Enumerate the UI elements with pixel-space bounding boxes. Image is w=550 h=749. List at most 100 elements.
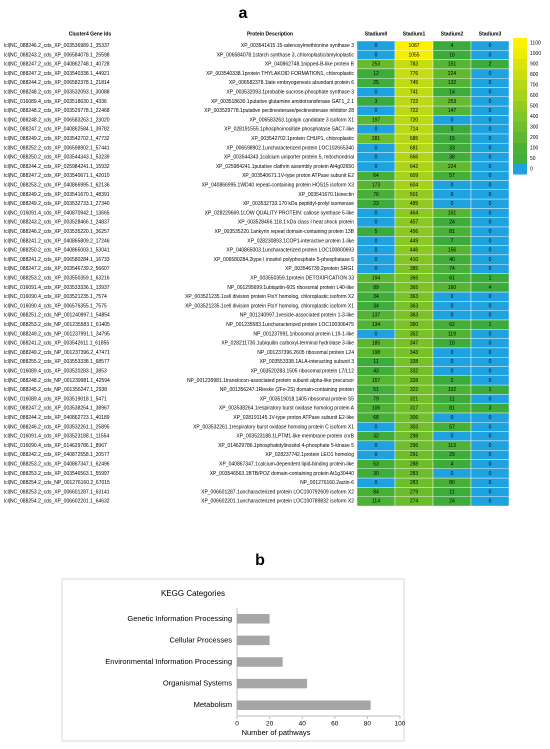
protein-description: XP_003541670.1kinectin bbox=[298, 192, 354, 198]
cell-value: 283 bbox=[410, 471, 419, 477]
protein-description: XP_003538264.1respiratory burst oxidase … bbox=[219, 406, 355, 412]
cell-value: 0 bbox=[451, 350, 454, 356]
gene-id: lcl|NC_088244.2_cds_XP_040862723.1_40189 bbox=[4, 415, 110, 421]
x-tick-label: 40 bbox=[299, 721, 307, 728]
gene-id: lcl|NC_088246.2_cds_XP_003536989.1_35337 bbox=[4, 43, 110, 49]
cell-value: 253 bbox=[448, 99, 457, 105]
protein-description: XP_003535220.1ankyrin repeat domain-cont… bbox=[214, 229, 354, 235]
protein-description: XP_003532733.170 kDa peptidyl-prolyl iso… bbox=[243, 201, 354, 207]
gene-id: lcl|NC_016089.4_cds_XP_003520283.1_3853 bbox=[4, 368, 107, 374]
x-tick-label: 0 bbox=[235, 721, 239, 728]
cell-value: 604 bbox=[410, 182, 419, 188]
cell-value: 1087 bbox=[408, 43, 419, 49]
cell-value: 0 bbox=[375, 89, 378, 95]
gene-id: lcl|NC_088249.2_cds_XP_003532733.1_27340 bbox=[4, 201, 110, 207]
gene-id: lcl|NC_016091.4_cds_XP_003523188.1_11554 bbox=[4, 434, 109, 440]
gene-id: lcl|NC_088249.2_cds_NP_001237396.2_47471 bbox=[4, 350, 110, 356]
cell-value: 253 bbox=[372, 62, 381, 68]
gene-id: lcl|NC_016089.4_cds_XP_003518630.1_4336 bbox=[4, 99, 107, 105]
colorbar-cell bbox=[513, 153, 527, 164]
cell-value: 160 bbox=[448, 285, 457, 291]
cell-value: 29 bbox=[449, 452, 455, 458]
protein-description: XP_003550359.1protein DETOXIFICATION 33 bbox=[250, 275, 354, 281]
gene-id: lcl|NC_088246.2_cds_XP_003535220.1_36257 bbox=[4, 229, 110, 235]
cell-value: 363 bbox=[410, 303, 419, 309]
gene-id: lcl|NC_088241.2_cds_XP_040865809.2_17246 bbox=[4, 238, 110, 244]
cell-value: 0 bbox=[489, 117, 492, 123]
column-header: Stadium1 bbox=[403, 31, 426, 37]
cell-value: 745 bbox=[410, 80, 419, 86]
cell-value: 464 bbox=[410, 210, 419, 216]
gene-id: lcl|NC_088249.2_cds_NP_001237991.1_34795 bbox=[4, 331, 110, 337]
y-tick-label: Metabolism bbox=[194, 700, 232, 709]
cell-value: 81 bbox=[449, 406, 455, 412]
cell-value: 0 bbox=[489, 452, 492, 458]
protein-description: XP_006584078.1starch synthase 3, chlorop… bbox=[217, 52, 355, 58]
chart-title: KEGG Categories bbox=[161, 589, 225, 598]
colorbar-cell bbox=[513, 90, 527, 101]
colorbar-label: 400 bbox=[530, 114, 539, 120]
cell-value: 0 bbox=[375, 480, 378, 486]
cell-value: 363 bbox=[410, 294, 419, 300]
cell-value: 156 bbox=[448, 248, 457, 254]
cell-value: 0 bbox=[375, 257, 378, 263]
gene-id: lcl|NC_088247.2_cds_XP_003538264.1_38967 bbox=[4, 406, 110, 412]
colorbar-label: 100 bbox=[530, 146, 539, 152]
protein-description: XP_003520283.1505 ribosomal protein L7/L… bbox=[251, 368, 355, 374]
cell-value: 0 bbox=[375, 424, 378, 430]
protein-description: XP_003521235.1cell division protein FtsY… bbox=[185, 303, 354, 309]
cell-value: 0 bbox=[375, 52, 378, 58]
gene-id: lcl|NC_088244.2_cds_XP_025984241.1_15932 bbox=[4, 164, 110, 170]
cell-value: 446 bbox=[410, 248, 419, 254]
protein-description: XP_003542702.1protein CHUP1, chloroplast… bbox=[251, 136, 354, 142]
colorbar-label: 200 bbox=[530, 135, 539, 141]
protein-description: XP_006580284.2type I inositol polyphosph… bbox=[214, 257, 355, 263]
cell-value: 283 bbox=[410, 480, 419, 486]
cell-value: 485 bbox=[410, 201, 419, 207]
cell-value: 338 bbox=[410, 359, 419, 365]
cell-value: 40 bbox=[449, 257, 455, 263]
cell-value: 720 bbox=[410, 117, 419, 123]
x-tick-label: 100 bbox=[395, 721, 406, 728]
gene-id: lcl|NC_016090.4_cds_XP_003521235.1_7574 bbox=[4, 294, 107, 300]
cell-value: 0 bbox=[489, 294, 492, 300]
cell-value: 722 bbox=[410, 99, 419, 105]
cell-value: 0 bbox=[489, 378, 492, 384]
gene-id: lcl|NC_088245.2_cds_NP_001356247.1_2938 bbox=[4, 387, 107, 393]
cell-value: 0 bbox=[489, 350, 492, 356]
protein-description: XP_028211730.1ubiquitin carboxyl-termina… bbox=[221, 341, 354, 347]
protein-description: XP_006602201.1uncharacterized protein LO… bbox=[201, 499, 354, 505]
protein-description: XP_003553338.1ALA-interacting subunit 3 bbox=[259, 359, 354, 365]
cell-value: 0 bbox=[375, 164, 378, 170]
cell-value: 274 bbox=[410, 499, 419, 505]
protein-description: XP_014629786.1phosphatidylinositol 4-pho… bbox=[218, 443, 354, 449]
cell-value: 609 bbox=[410, 173, 419, 179]
cell-value: 298 bbox=[410, 434, 419, 440]
cell-value: 0 bbox=[375, 443, 378, 449]
protein-description: XP_028230893.1COP1-interactive protein 1… bbox=[247, 238, 354, 244]
cell-value: 0 bbox=[451, 434, 454, 440]
cell-value: 2 bbox=[451, 378, 454, 384]
cell-value: 198 bbox=[372, 350, 381, 356]
cell-value: 11 bbox=[449, 396, 454, 402]
cell-value: 0 bbox=[489, 238, 492, 244]
cell-value: 157 bbox=[372, 378, 381, 384]
cell-value: 0 bbox=[451, 182, 454, 188]
cell-value: 365 bbox=[410, 285, 419, 291]
protein-description: NP_001235583.1uncharacterized protein LO… bbox=[226, 322, 354, 328]
cell-value: 61 bbox=[449, 275, 455, 281]
cell-value: 173 bbox=[372, 182, 381, 188]
cell-value: 457 bbox=[410, 220, 419, 226]
gene-id: lcl|NC_016091.4_cds_XP_040870942.1_13665 bbox=[4, 210, 110, 216]
protein-description: XP_003541415.15-adenosylmethionine synth… bbox=[241, 43, 354, 49]
cell-value: 147 bbox=[448, 108, 457, 114]
cell-value: 15 bbox=[449, 136, 455, 142]
colorbar-cell bbox=[513, 80, 527, 91]
cell-value: 10 bbox=[449, 52, 455, 58]
gene-id: lcl|NC_088248.2_cds_XP_003529778.1_22468 bbox=[4, 108, 110, 114]
cell-value: 0 bbox=[489, 229, 492, 235]
gene-id: lcl|NC_088248.2_cds_XP_006583263.1_23020 bbox=[4, 117, 110, 123]
colorbar-cell bbox=[513, 164, 527, 175]
cell-value: 0 bbox=[489, 499, 492, 505]
protein-description: NP_001295699.1ubiquitin-60S ribosomal pr… bbox=[227, 285, 354, 291]
